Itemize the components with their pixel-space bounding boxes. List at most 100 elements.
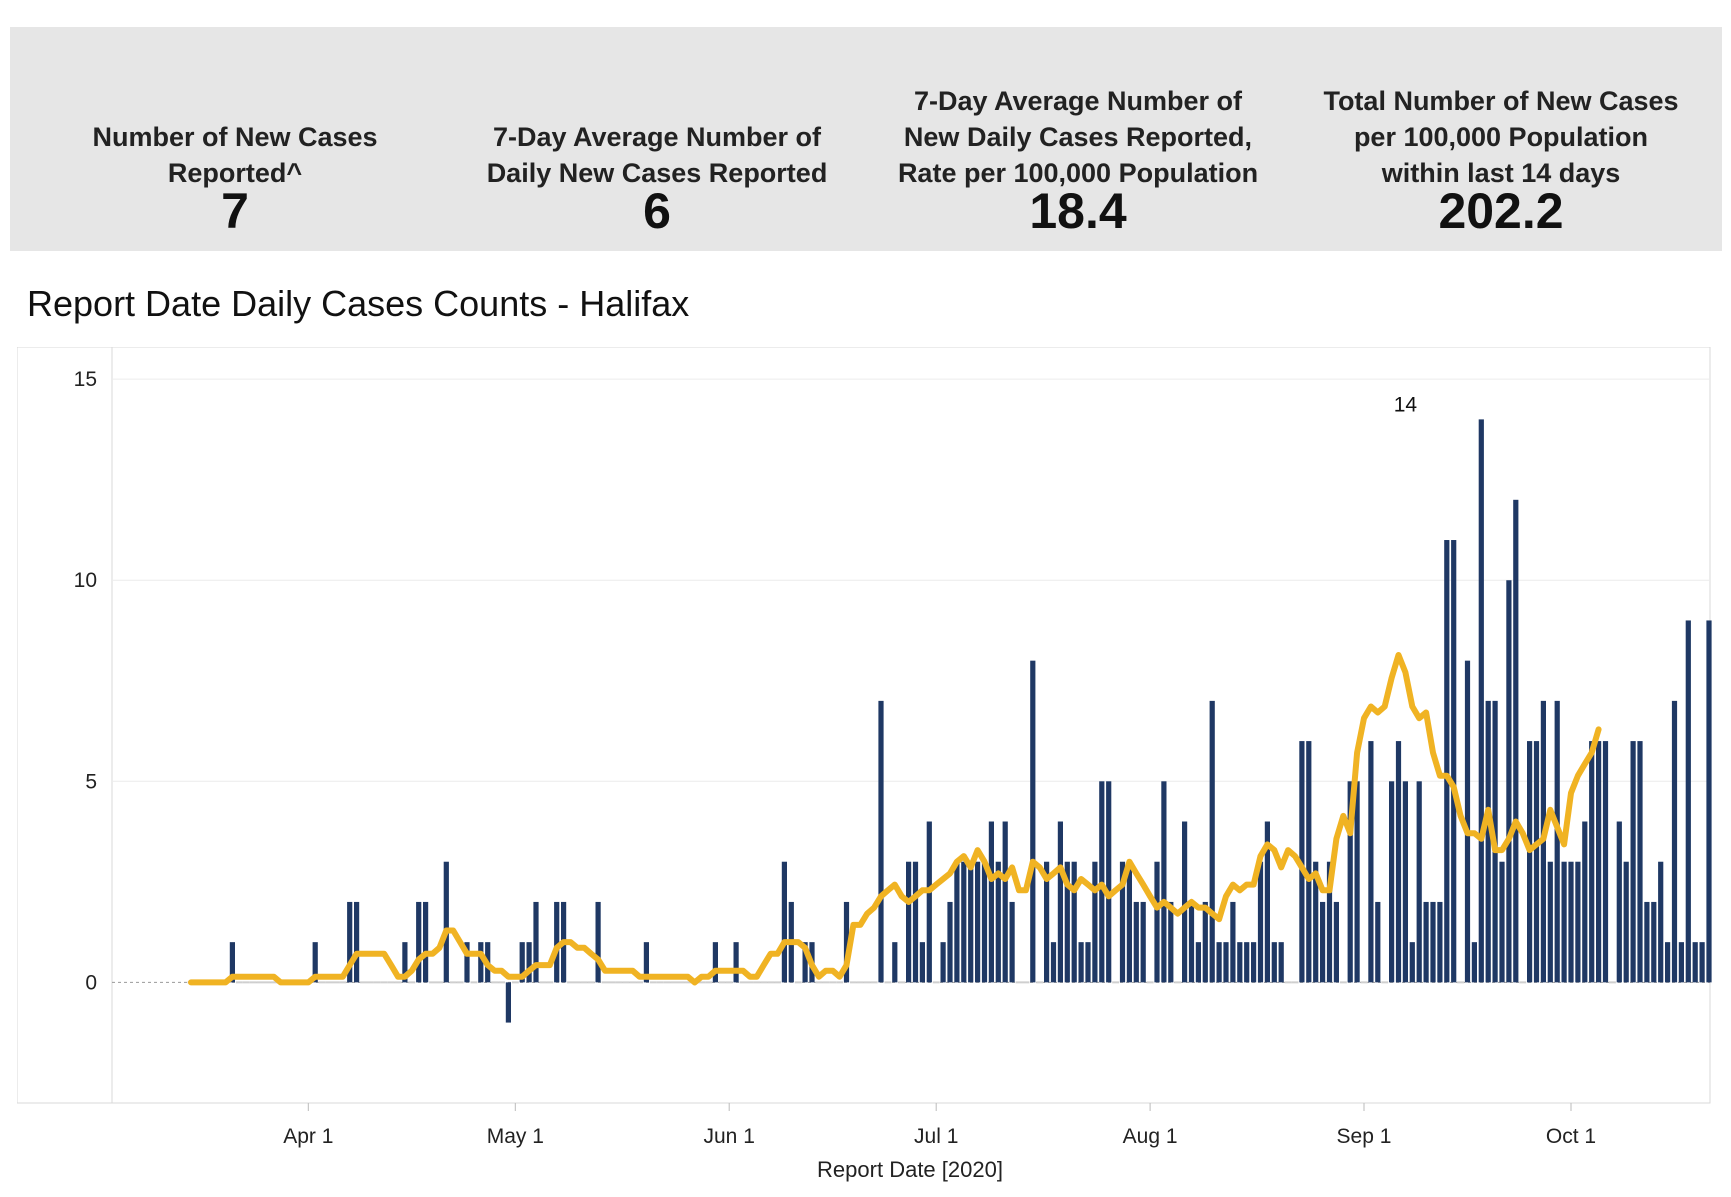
bar-zero (339, 981, 347, 984)
kpi-label-line: per 100,000 Population (1353, 122, 1649, 152)
bar (940, 942, 946, 983)
bar-zero (367, 981, 374, 984)
bar-zero (1022, 981, 1030, 984)
bar (1692, 942, 1698, 983)
bar (1064, 861, 1070, 983)
kpi-label: Total Number of New Cases per 100,000 Po… (1291, 83, 1711, 191)
bar (1665, 942, 1671, 983)
bar (1568, 861, 1574, 983)
bar (906, 861, 912, 983)
bar (519, 942, 525, 983)
kpi-label-line: 7-Day Average Number of (913, 86, 1243, 116)
bar (1596, 741, 1602, 983)
bar (1050, 942, 1057, 983)
bar-zero (760, 981, 768, 984)
bar-zero (698, 981, 706, 984)
bar-zero (863, 981, 871, 984)
kpi-seven-day-average: 7-Day Average Number of Daily New Cases … (447, 27, 867, 251)
bar (1182, 821, 1188, 983)
bar (1244, 942, 1250, 983)
bar (1209, 700, 1215, 983)
bar-zero (815, 981, 823, 984)
bar-zero (373, 981, 381, 984)
bar (1375, 901, 1381, 983)
bar (878, 700, 884, 983)
x-tick-label: May 1 (487, 1125, 544, 1148)
bar (1326, 861, 1333, 983)
bar (1119, 861, 1126, 983)
kpi-label-line: Daily New Cases Reported (486, 158, 828, 188)
bar (1547, 861, 1553, 983)
annotations: 14 (1394, 393, 1418, 416)
bar (1044, 861, 1050, 983)
bar (533, 901, 539, 983)
bar-zero (601, 981, 609, 984)
bar-zero (1036, 981, 1044, 984)
bar-zero (1609, 981, 1616, 984)
bar-zero (1381, 981, 1389, 984)
bar-zero (932, 981, 940, 984)
bar (1685, 620, 1691, 983)
bar (443, 861, 449, 983)
bar-zero (456, 981, 464, 984)
bar-zero (1284, 981, 1292, 984)
bar (1485, 700, 1491, 983)
bar-zero (739, 981, 747, 984)
bar (981, 861, 988, 983)
daily-cases-chart: 0 5 10 15 Apr 1 May 1 Jun 1 Jul 1 Aug 1 Sep 1 Oct … (16, 346, 1731, 1182)
bar-zero (1146, 981, 1154, 984)
bar-zero (856, 981, 864, 984)
bar-zero (567, 981, 574, 984)
bar (464, 942, 470, 983)
bar (712, 942, 718, 983)
bar-zero (449, 981, 457, 984)
bar-zero (870, 981, 878, 984)
kpi-label-line: Total Number of New Cases (1323, 86, 1679, 116)
bar-zero (850, 981, 857, 984)
bar-zero (622, 981, 630, 984)
bar (416, 901, 422, 983)
kpi-label-line: Number of New Cases (92, 122, 378, 152)
x-tick-label: Sep 1 (1337, 1125, 1392, 1148)
bar (1278, 942, 1284, 983)
kpi-value: 18.4 (1029, 183, 1127, 239)
bar (1368, 741, 1374, 983)
bar-zero (580, 981, 588, 984)
x-tick-label: Aug 1 (1123, 1125, 1178, 1148)
bar (1527, 741, 1533, 983)
bar (975, 861, 981, 983)
bar (1478, 419, 1484, 983)
bar (1251, 942, 1257, 983)
bar (1513, 499, 1519, 983)
bar (1071, 861, 1077, 983)
bar-zero (408, 981, 416, 984)
bar (347, 901, 353, 983)
average-line-series (188, 652, 1602, 986)
bar (1589, 741, 1595, 983)
bar-zero (829, 981, 837, 984)
kpi-label: 7-Day Average Number of Daily New Cases … (447, 119, 867, 191)
bar-zero (705, 981, 712, 984)
bar (843, 901, 850, 983)
seven-day-average-line (188, 652, 1602, 986)
bar-zero (546, 981, 554, 984)
kpi-seven-day-rate: 7-Day Average Number of New Daily Cases … (868, 27, 1288, 251)
kpi-fourteen-day-rate: Total Number of New Cases per 100,000 Po… (1291, 27, 1711, 251)
bar (1409, 942, 1415, 983)
bar (1057, 821, 1063, 983)
bar (1499, 861, 1505, 983)
bar (1257, 861, 1264, 983)
bar-zero (387, 981, 395, 984)
bar (354, 901, 360, 983)
bar-zero (360, 981, 367, 984)
bar-zero (574, 981, 581, 984)
bar (926, 821, 932, 983)
x-tick-label: Jul 1 (914, 1125, 958, 1148)
bar (995, 861, 1001, 983)
bar-zero (718, 981, 726, 984)
bar-zero (394, 981, 402, 984)
bar-zero (270, 981, 278, 984)
bar (1154, 861, 1160, 983)
bar (402, 942, 408, 983)
bar (1430, 901, 1436, 983)
